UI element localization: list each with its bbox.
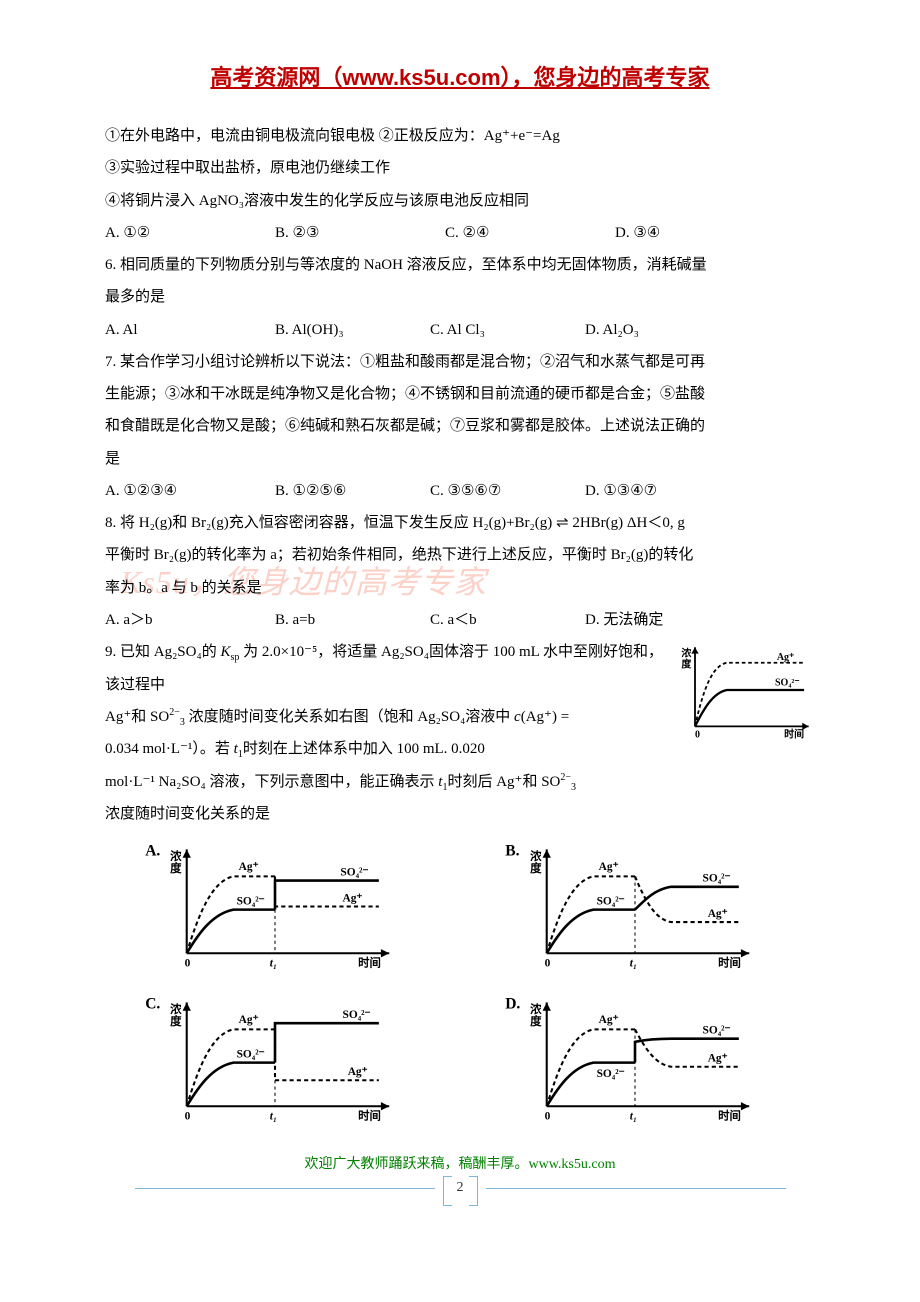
svg-text:Ag⁺: Ag⁺: [348, 1066, 368, 1078]
q8-line2: 平衡时 Br₂(g)的转化率为 a；若初始条件相同，绝热下进行上述反应，平衡时 …: [105, 539, 815, 571]
svg-text:Ag⁺: Ag⁺: [708, 907, 728, 919]
svg-text:时间: 时间: [358, 955, 381, 969]
q5-option-a[interactable]: A. ①②: [105, 217, 275, 249]
svg-text:0: 0: [545, 1110, 551, 1122]
svg-text:Ag⁺: Ag⁺: [343, 892, 363, 904]
svg-text:时间: 时间: [718, 955, 741, 969]
q5-option-b[interactable]: B. ②③: [275, 217, 445, 249]
svg-text:SO₄²⁻: SO₄²⁻: [597, 1068, 625, 1080]
q9-option-chart-c[interactable]: C. Ag⁺ Ag⁺ SO₄²⁻ SO₄²⁻: [115, 992, 445, 1139]
svg-text:A.: A.: [145, 842, 160, 859]
svg-text:0: 0: [185, 957, 191, 969]
svg-text:度: 度: [170, 861, 182, 875]
svg-text:Ag⁺: Ag⁺: [599, 1014, 619, 1026]
q9-option-chart-d[interactable]: D. Ag⁺ Ag⁺ SO₄²⁻ SO₄²⁻: [475, 992, 805, 1139]
q7-line1: 7. 某合作学习小组讨论辨析以下说法：①粗盐和酸雨都是混合物；②沼气和水蒸气都是…: [105, 346, 815, 378]
q6-option-a[interactable]: A. Al: [105, 314, 275, 346]
svg-text:Ag⁺: Ag⁺: [777, 652, 795, 663]
svg-text:Ag⁺: Ag⁺: [599, 861, 619, 873]
q6-stem-1: 6. 相同质量的下列物质分别与等浓度的 NaOH 溶液反应，至体系中均无固体物质…: [105, 249, 815, 281]
svg-text:Ag⁺: Ag⁺: [239, 1014, 259, 1026]
svg-text:0: 0: [545, 957, 551, 969]
svg-text:度: 度: [530, 1014, 542, 1028]
svg-text:浓: 浓: [530, 848, 542, 862]
svg-text:SO₄²⁻: SO₄²⁻: [237, 895, 265, 907]
svg-text:Ag⁺: Ag⁺: [708, 1052, 728, 1064]
svg-text:SO₄²⁻: SO₄²⁻: [775, 677, 800, 688]
svg-text:SO₄²⁻: SO₄²⁻: [237, 1048, 265, 1060]
q7-option-a[interactable]: A. ①②③④: [105, 475, 275, 507]
svg-text:度: 度: [530, 861, 542, 875]
svg-text:浓: 浓: [530, 1002, 542, 1016]
q7-option-c[interactable]: C. ③⑤⑥⑦: [430, 475, 585, 507]
q6-option-c[interactable]: C. Al Cl₃: [430, 314, 585, 346]
q6-option-d[interactable]: D. Al₂O₃: [585, 314, 740, 346]
q6-options: A. Al B. Al(OH)₃ C. Al Cl₃ D. Al₂O₃: [105, 314, 815, 346]
svg-text:时间: 时间: [358, 1108, 381, 1122]
svg-text:时间: 时间: [784, 727, 804, 740]
svg-text:0: 0: [695, 729, 700, 740]
q7-option-b[interactable]: B. ①②⑤⑥: [275, 475, 430, 507]
q9-reference-chart: Ag⁺ SO₄²⁻ 浓 度 0 时间: [675, 640, 815, 752]
q6-stem-2: 最多的是: [105, 281, 815, 313]
svg-text:度: 度: [170, 1014, 182, 1028]
svg-text:t₁: t₁: [630, 1110, 637, 1122]
svg-text:SO₄²⁻: SO₄²⁻: [703, 1024, 731, 1036]
q6-option-b[interactable]: B. Al(OH)₃: [275, 314, 430, 346]
svg-text:SO₄²⁻: SO₄²⁻: [340, 866, 368, 878]
site-header: 高考资源网（www.ks5u.com），您身边的高考专家: [105, 60, 815, 92]
svg-text:B.: B.: [505, 842, 519, 859]
svg-text:浓: 浓: [681, 646, 692, 659]
svg-text:SO₄²⁻: SO₄²⁻: [703, 872, 731, 884]
q8-option-a[interactable]: A. a＞b: [105, 604, 275, 636]
svg-text:D.: D.: [505, 995, 520, 1012]
q7-options: A. ①②③④ B. ①②⑤⑥ C. ③⑤⑥⑦ D. ①③④⑦: [105, 475, 815, 507]
svg-text:浓: 浓: [170, 1002, 182, 1016]
q9-line5: 浓度随时间变化关系的是: [105, 798, 815, 830]
svg-text:Ag⁺: Ag⁺: [239, 861, 259, 873]
svg-text:浓: 浓: [170, 848, 182, 862]
svg-text:SO₄²⁻: SO₄²⁻: [597, 895, 625, 907]
q8-line1: 8. 将 H₂(g)和 Br₂(g)充入恒容密闭容器，恒温下发生反应 H₂(g)…: [105, 507, 815, 539]
svg-text:C.: C.: [145, 995, 160, 1012]
svg-text:t₁: t₁: [270, 957, 277, 969]
svg-text:t₁: t₁: [270, 1110, 277, 1122]
q5-line2: ③实验过程中取出盐桥，原电池仍继续工作: [105, 152, 815, 184]
q8-option-d[interactable]: D. 无法确定: [585, 604, 740, 636]
q5-option-d[interactable]: D. ③④: [615, 217, 785, 249]
svg-text:时间: 时间: [718, 1108, 741, 1122]
q7-line2: 生能源；③冰和干冰既是纯净物又是化合物；④不锈钢和目前流通的硬币都是合金；⑤盐酸: [105, 378, 815, 410]
q5-line1: ①在外电路中，电流由铜电极流向银电极 ②正极反应为：Ag⁺+e⁻=Ag: [105, 120, 815, 152]
svg-text:SO₄²⁻: SO₄²⁻: [343, 1009, 371, 1021]
q5-line3: ④将铜片浸入 AgNO₃溶液中发生的化学反应与该原电池反应相同: [105, 185, 815, 217]
page-number: 2: [105, 1179, 815, 1197]
q9-option-chart-a[interactable]: A. Ag⁺ Ag⁺ SO₄²⁻ SO₄²⁻: [115, 839, 445, 986]
q8-option-c[interactable]: C. a＜b: [430, 604, 585, 636]
svg-text:0: 0: [185, 1110, 191, 1122]
q8-line3: 率为 b。a 与 b 的关系是: [105, 572, 815, 604]
q9-line4: mol·L⁻¹ Na₂SO₄ 溶液，下列示意图中，能正确表示 t1时刻后 Ag⁺…: [105, 766, 815, 799]
q7-option-d[interactable]: D. ①③④⑦: [585, 475, 740, 507]
svg-text:t₁: t₁: [630, 957, 637, 969]
q5-option-c[interactable]: C. ②④: [445, 217, 615, 249]
q7-line4: 是: [105, 443, 815, 475]
q5-options: A. ①② B. ②③ C. ②④ D. ③④: [105, 217, 815, 249]
q8-options: A. a＞b B. a=b C. a＜b D. 无法确定: [105, 604, 815, 636]
q9-option-chart-b[interactable]: B. Ag⁺ Ag⁺ SO₄²⁻ SO₄²⁻: [475, 839, 805, 986]
q8-option-b[interactable]: B. a=b: [275, 604, 430, 636]
footer-text: 欢迎广大教师踊跃来稿，稿酬丰厚。www.ks5u.com: [105, 1153, 815, 1173]
q7-line3: 和食醋既是化合物又是酸；⑥纯碱和熟石灰都是碱；⑦豆浆和雾都是胶体。上述说法正确的: [105, 410, 815, 442]
svg-text:度: 度: [681, 657, 692, 670]
